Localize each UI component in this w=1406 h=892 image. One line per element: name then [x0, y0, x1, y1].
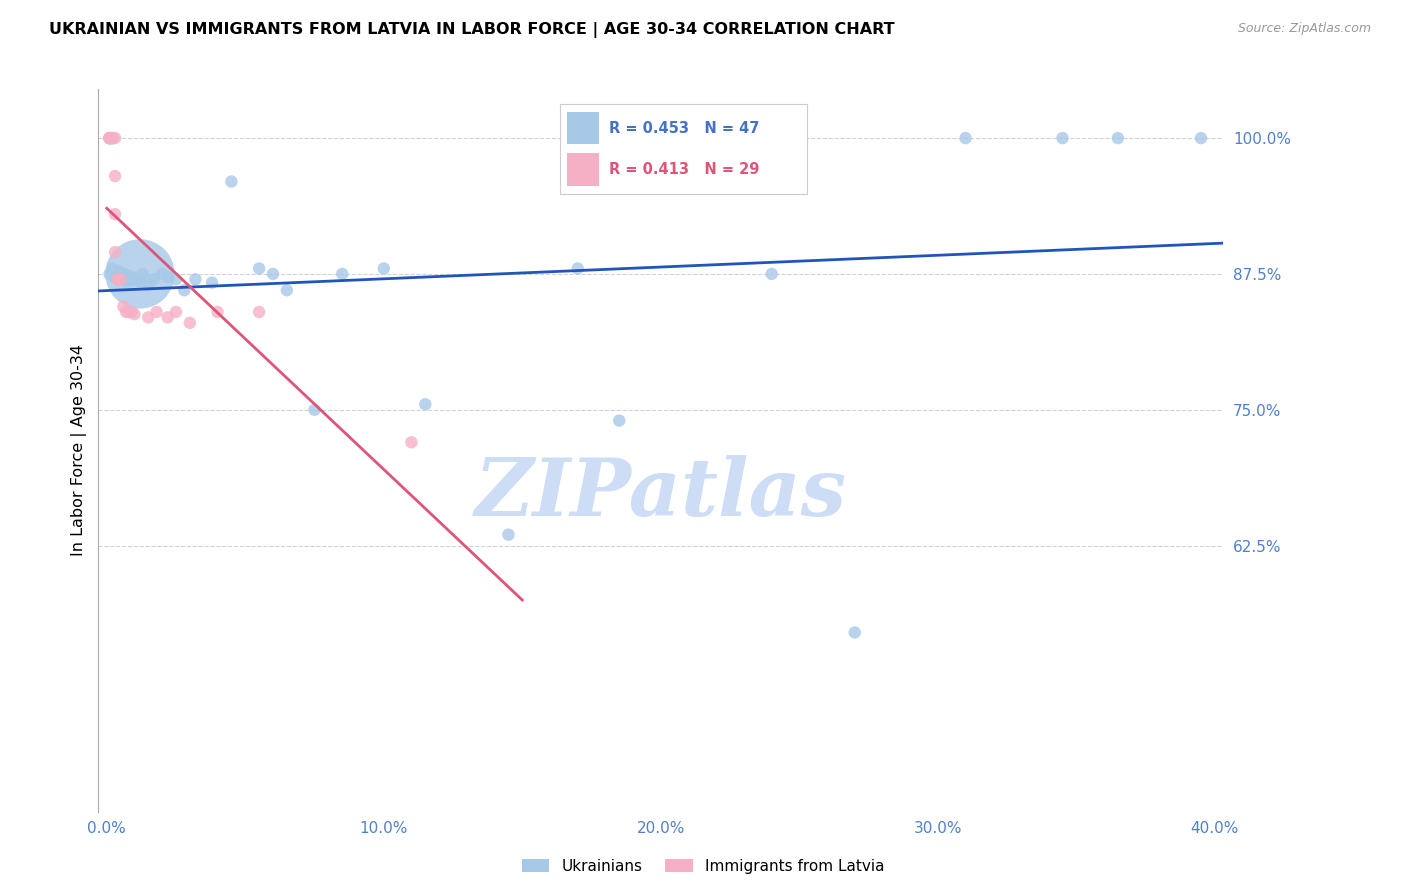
- Point: [165, 305, 187, 319]
- Point: [678, 131, 700, 145]
- Point: [498, 527, 520, 541]
- Point: [104, 207, 127, 221]
- Point: [136, 310, 159, 325]
- Point: [150, 267, 173, 281]
- Point: [107, 263, 129, 277]
- Point: [201, 276, 224, 290]
- Point: [121, 305, 143, 319]
- Point: [124, 270, 146, 285]
- Point: [110, 272, 132, 286]
- Point: [115, 305, 138, 319]
- Point: [132, 267, 155, 281]
- Point: [98, 131, 121, 145]
- Point: [110, 271, 132, 285]
- Point: [104, 270, 127, 285]
- Point: [124, 307, 146, 321]
- Point: [373, 261, 395, 276]
- Point: [415, 397, 437, 411]
- Point: [247, 261, 270, 276]
- Point: [129, 275, 152, 289]
- Point: [101, 131, 124, 145]
- Y-axis label: In Labor Force | Age 30-34: In Labor Force | Age 30-34: [72, 344, 87, 557]
- Point: [276, 283, 298, 297]
- Point: [101, 131, 124, 145]
- Point: [247, 305, 270, 319]
- Point: [136, 277, 159, 292]
- Point: [1189, 131, 1212, 145]
- Point: [607, 414, 630, 428]
- Point: [107, 272, 129, 286]
- Point: [121, 273, 143, 287]
- Point: [98, 131, 121, 145]
- Point: [173, 283, 195, 297]
- Point: [104, 169, 127, 183]
- Point: [107, 272, 129, 286]
- Text: ZIPatlas: ZIPatlas: [475, 455, 846, 533]
- Point: [207, 305, 229, 319]
- Point: [142, 272, 165, 286]
- Point: [761, 267, 783, 281]
- Legend: Ukrainians, Immigrants from Latvia: Ukrainians, Immigrants from Latvia: [516, 853, 890, 880]
- Point: [98, 131, 121, 145]
- Point: [145, 305, 167, 319]
- Point: [112, 300, 135, 314]
- Point: [129, 267, 152, 281]
- Point: [110, 266, 132, 280]
- Point: [115, 268, 138, 282]
- Point: [101, 261, 124, 276]
- Point: [118, 305, 141, 319]
- Point: [104, 131, 127, 145]
- Point: [104, 267, 127, 281]
- Point: [107, 272, 129, 286]
- Point: [221, 175, 243, 189]
- Point: [156, 310, 179, 325]
- Text: UKRAINIAN VS IMMIGRANTS FROM LATVIA IN LABOR FORCE | AGE 30-34 CORRELATION CHART: UKRAINIAN VS IMMIGRANTS FROM LATVIA IN L…: [49, 22, 894, 38]
- Point: [262, 267, 284, 281]
- Point: [118, 269, 141, 284]
- Point: [165, 272, 187, 286]
- Point: [330, 267, 353, 281]
- Point: [179, 316, 201, 330]
- Point: [567, 261, 589, 276]
- Point: [104, 245, 127, 260]
- Point: [115, 275, 138, 289]
- Text: Source: ZipAtlas.com: Source: ZipAtlas.com: [1237, 22, 1371, 36]
- Point: [101, 131, 124, 145]
- Point: [955, 131, 977, 145]
- Point: [98, 131, 121, 145]
- Point: [1107, 131, 1129, 145]
- Point: [1052, 131, 1074, 145]
- Point: [98, 131, 121, 145]
- Point: [184, 272, 207, 286]
- Point: [127, 272, 149, 286]
- Point: [304, 402, 326, 417]
- Point: [101, 131, 124, 145]
- Point: [401, 435, 423, 450]
- Point: [98, 267, 121, 281]
- Point: [118, 272, 141, 286]
- Point: [112, 272, 135, 286]
- Point: [156, 270, 179, 285]
- Point: [844, 625, 866, 640]
- Point: [107, 267, 129, 281]
- Point: [112, 267, 135, 281]
